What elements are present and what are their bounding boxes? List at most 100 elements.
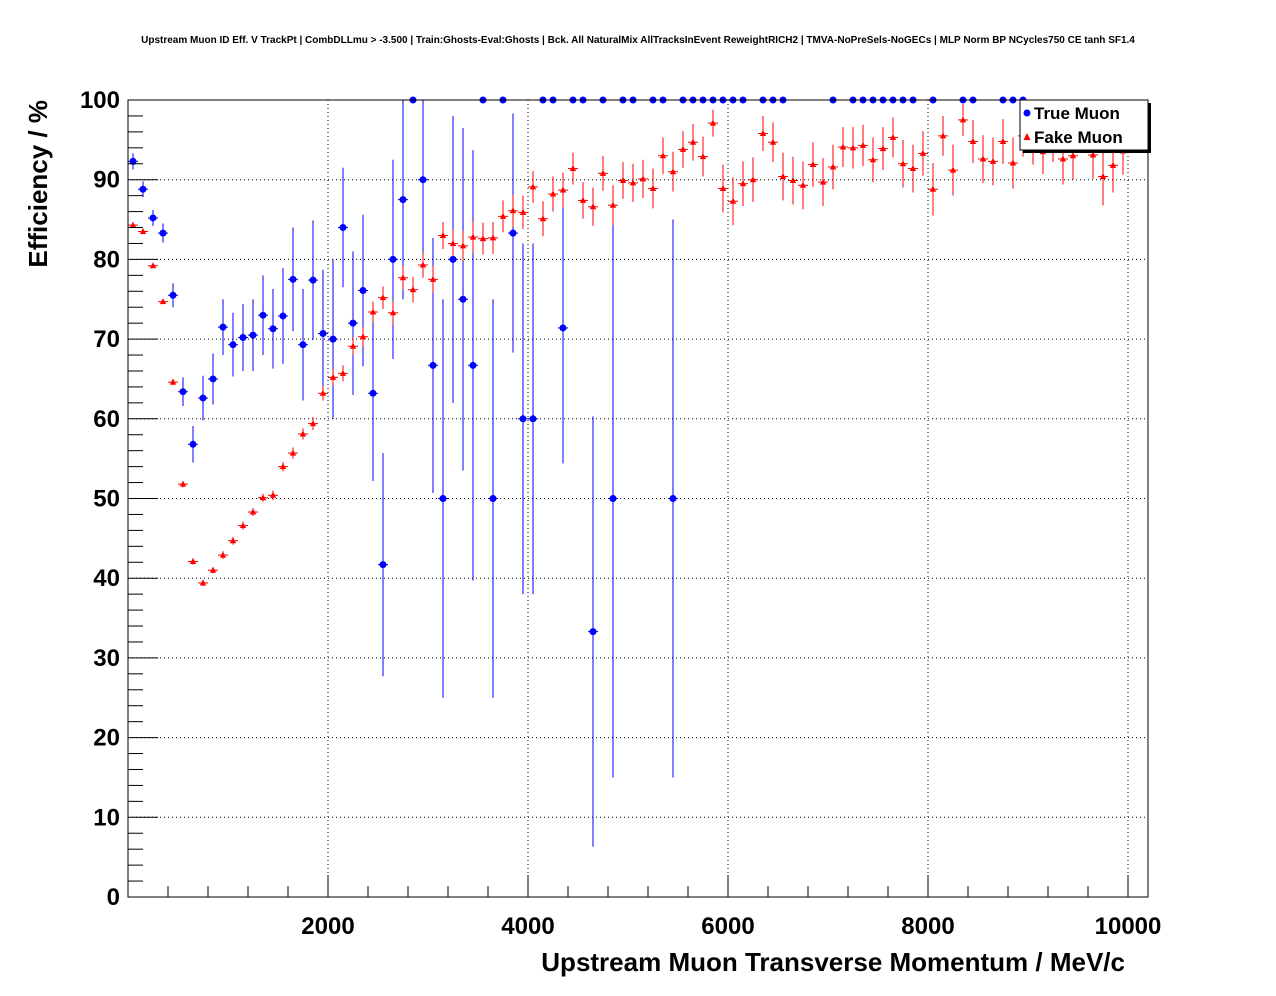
fake-muon-point	[549, 190, 557, 197]
fake-muon-point	[999, 137, 1007, 144]
y-tick-label: 0	[107, 884, 120, 911]
fake-muon-point	[169, 378, 177, 385]
fake-muon-point	[989, 157, 997, 164]
fake-muon-point	[669, 168, 677, 175]
fake-muon-point	[379, 294, 387, 301]
y-tick-label: 60	[93, 406, 120, 433]
fake-muon-point	[689, 138, 697, 145]
fake-muon-point	[259, 494, 267, 501]
fake-muon-point	[579, 196, 587, 203]
true-muon-point	[279, 312, 287, 320]
fake-muon-point	[879, 145, 887, 152]
true-muon-point	[339, 224, 347, 232]
true-muon-point	[159, 229, 167, 237]
y-tick-label: 10	[93, 804, 120, 831]
fake-muon-point	[829, 163, 837, 170]
fake-muon-point	[679, 145, 687, 152]
true-muon-point	[369, 389, 377, 397]
true-muon-point	[489, 495, 497, 502]
fake-muon-point	[939, 132, 947, 139]
true-muon-point	[419, 176, 427, 184]
true-muon-point	[589, 628, 597, 636]
fake-muon-point	[819, 178, 827, 185]
fake-muon-point	[289, 449, 297, 456]
fake-muon-point	[1069, 152, 1077, 159]
fake-muon-point	[419, 261, 427, 268]
fake-muon-point	[399, 274, 407, 281]
true-muon-point	[289, 275, 297, 283]
fake-muon-point	[769, 138, 777, 145]
fake-muon-point	[189, 557, 197, 564]
fake-muon-point	[229, 537, 237, 544]
fake-muon-point	[979, 155, 987, 162]
fake-muon-point	[739, 180, 747, 187]
fake-muon-point	[359, 333, 367, 340]
fake-muon-point	[489, 234, 497, 241]
fake-muon-point	[499, 212, 507, 219]
fake-muon-point	[1009, 159, 1017, 166]
true-muon-point	[329, 335, 337, 343]
x-tick-label: 6000	[701, 913, 754, 940]
true-muon-point	[429, 361, 437, 369]
true-muon-point	[169, 291, 177, 299]
true-muon-point	[349, 319, 357, 327]
fake-muon-point	[429, 275, 437, 282]
fake-muon-point	[709, 119, 717, 126]
true-muon-point	[669, 495, 677, 502]
fake-muon-point	[219, 551, 227, 558]
fake-muon-point	[539, 215, 547, 222]
true-muon-point	[459, 295, 467, 303]
fake-muon-point	[889, 133, 897, 140]
true-muon-point	[189, 440, 197, 448]
fake-muon-point	[139, 228, 147, 235]
fake-muon-point	[699, 153, 707, 160]
data-markers	[129, 96, 1127, 636]
fake-muon-point	[649, 184, 657, 191]
fake-muon-point	[899, 160, 907, 167]
fake-muon-point	[639, 175, 647, 182]
grid	[128, 100, 1148, 897]
fake-muon-point	[849, 144, 857, 151]
true-muon-point	[469, 361, 477, 369]
fake-muon-point	[1059, 155, 1067, 162]
x-tick-label: 2000	[301, 913, 354, 940]
y-tick-label: 90	[93, 167, 120, 194]
true-muon-point	[199, 394, 207, 402]
legend-box	[1019, 99, 1149, 151]
true-muon-point	[179, 388, 187, 396]
fake-muon-point	[799, 181, 807, 188]
x-tick-label: 10000	[1095, 913, 1162, 940]
true-muon-point	[229, 341, 237, 349]
y-tick-label: 50	[93, 486, 120, 513]
fake-muon-point	[439, 231, 447, 238]
fake-muon-point	[559, 186, 567, 193]
fake-muon-point	[629, 179, 637, 186]
fake-muon-point	[389, 309, 397, 316]
fake-muon-point	[1089, 151, 1097, 158]
fake-muon-point	[449, 239, 457, 246]
x-axis: 2000 4000 6000 8000 10000	[127, 875, 1162, 940]
fake-muon-point	[719, 184, 727, 191]
fake-muon-point	[269, 491, 277, 498]
fake-muon-point	[409, 286, 417, 293]
fake-muon-point	[659, 152, 667, 159]
legend: True Muon Fake Muon	[1019, 99, 1151, 153]
fake-muon-point	[1099, 173, 1107, 180]
true-muon-point	[139, 185, 147, 193]
true-muon-point	[259, 311, 267, 319]
fake-muon-point	[369, 308, 377, 315]
fake-muon-point	[509, 207, 517, 214]
x-tick-label: 4000	[501, 913, 554, 940]
fake-muon-point	[569, 165, 577, 172]
true-muon-point	[309, 276, 317, 284]
fake-muon-point	[279, 463, 287, 470]
fake-muon-point	[729, 197, 737, 204]
fake-muon-point	[909, 165, 917, 172]
true-muon-point	[559, 324, 567, 332]
fake-muon-point	[249, 508, 257, 515]
true-muon-point	[319, 330, 327, 338]
true-muon-point	[129, 157, 137, 165]
true-muon-point	[509, 229, 517, 237]
fake-muon-point	[599, 169, 607, 176]
true-muon-point	[239, 334, 247, 342]
